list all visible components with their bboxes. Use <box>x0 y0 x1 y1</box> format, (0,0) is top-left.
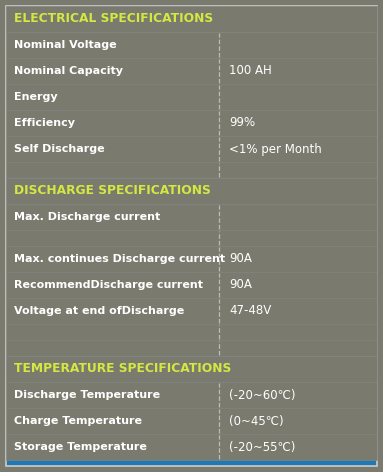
Bar <box>6 246 377 272</box>
Bar <box>6 32 377 58</box>
Text: Energy: Energy <box>14 92 57 102</box>
Text: DISCHARGE SPECIFICATIONS: DISCHARGE SPECIFICATIONS <box>14 185 211 197</box>
Bar <box>6 178 377 204</box>
Text: Nominal Voltage: Nominal Voltage <box>14 40 117 50</box>
Bar <box>6 340 377 356</box>
Bar <box>6 272 377 298</box>
Bar <box>6 356 377 382</box>
Bar <box>6 324 377 340</box>
Bar <box>6 6 377 32</box>
Text: <1% per Month: <1% per Month <box>229 143 322 155</box>
Text: Self Discharge: Self Discharge <box>14 144 105 154</box>
Text: RecommendDischarge current: RecommendDischarge current <box>14 280 203 290</box>
Bar <box>6 110 377 136</box>
Text: (0~45℃): (0~45℃) <box>229 414 284 428</box>
Bar <box>6 382 377 408</box>
Text: Max. Discharge current: Max. Discharge current <box>14 212 160 222</box>
Text: 90A: 90A <box>229 253 252 265</box>
Text: 99%: 99% <box>229 117 255 129</box>
Text: 47-48V: 47-48V <box>229 304 272 318</box>
Bar <box>6 136 377 162</box>
Bar <box>6 162 377 178</box>
Text: Nominal Capacity: Nominal Capacity <box>14 66 123 76</box>
Text: 100 AH: 100 AH <box>229 65 272 77</box>
Bar <box>6 84 377 110</box>
Bar <box>6 298 377 324</box>
Text: 90A: 90A <box>229 278 252 292</box>
Text: Discharge Temperature: Discharge Temperature <box>14 390 160 400</box>
Bar <box>6 204 377 230</box>
Bar <box>6 230 377 246</box>
Bar <box>6 58 377 84</box>
Text: (-20~60℃): (-20~60℃) <box>229 388 296 402</box>
Text: Charge Temperature: Charge Temperature <box>14 416 142 426</box>
Bar <box>6 434 377 460</box>
Text: Max. continues Discharge current: Max. continues Discharge current <box>14 254 225 264</box>
Text: Efficiency: Efficiency <box>14 118 75 128</box>
Text: TEMPERATURE SPECIFICATIONS: TEMPERATURE SPECIFICATIONS <box>14 362 231 376</box>
Text: ELECTRICAL SPECIFICATIONS: ELECTRICAL SPECIFICATIONS <box>14 12 213 25</box>
Bar <box>6 408 377 434</box>
Text: (-20~55℃): (-20~55℃) <box>229 440 296 454</box>
Text: Storage Temperature: Storage Temperature <box>14 442 147 452</box>
Text: Voltage at end ofDischarge: Voltage at end ofDischarge <box>14 306 184 316</box>
